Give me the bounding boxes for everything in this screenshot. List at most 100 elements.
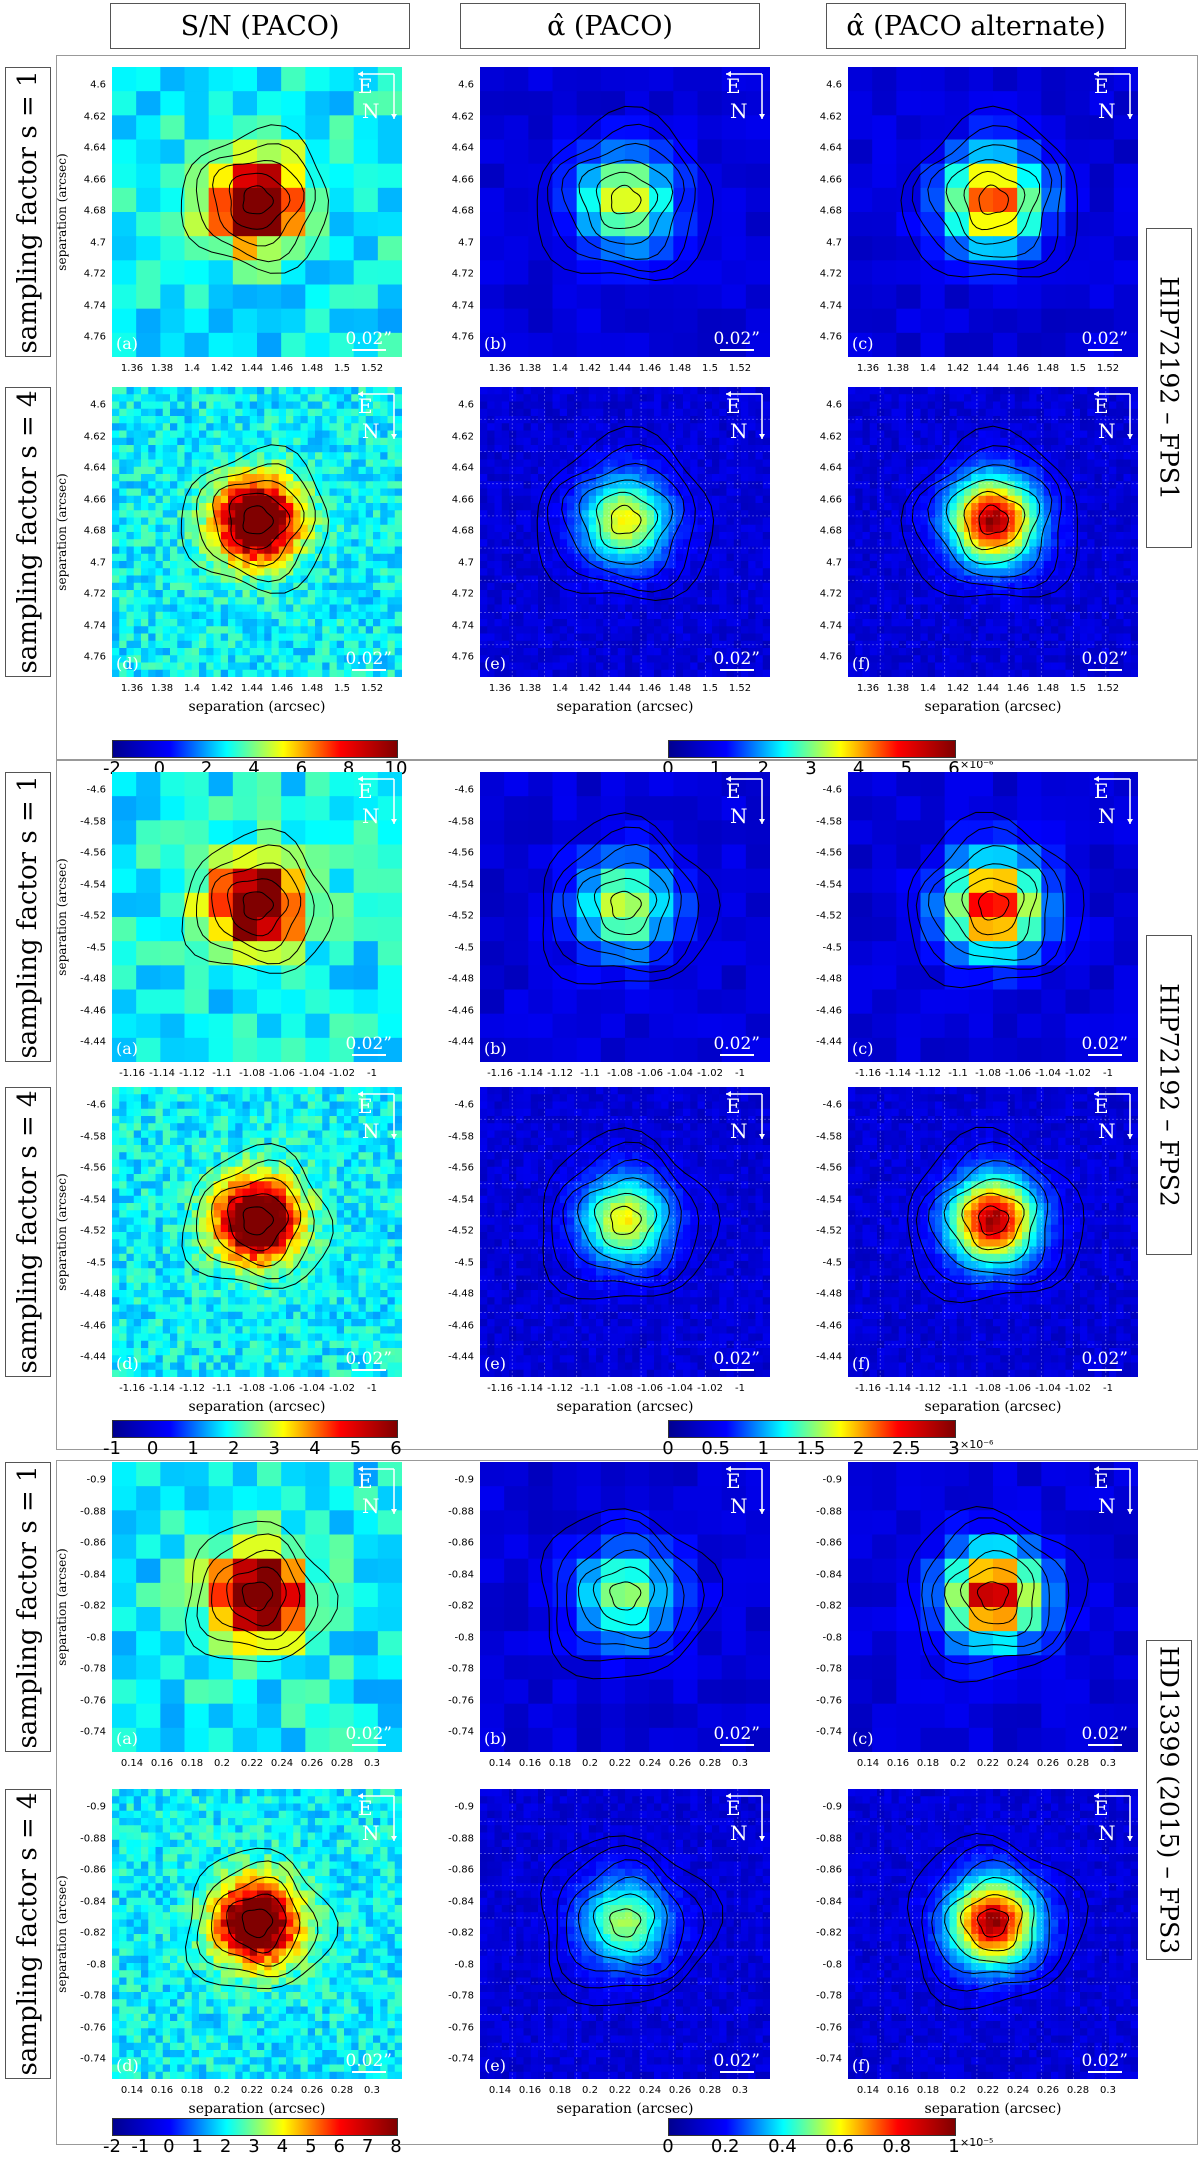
- heatmap-pixel: [654, 481, 662, 489]
- heatmap-pixel: [243, 539, 251, 547]
- heatmap-pixel: [112, 561, 120, 569]
- heatmap-pixel: [206, 583, 214, 591]
- heatmap-pixel: [661, 547, 669, 555]
- heatmap-pixel: [1008, 510, 1016, 518]
- heatmap-pixel: [199, 431, 207, 439]
- heatmap-pixel: [921, 115, 946, 140]
- heatmap-pixel: [524, 431, 532, 439]
- heatmap-pixel: [673, 333, 698, 357]
- heatmap-pixel: [1080, 510, 1088, 518]
- heatmap-pixel: [524, 525, 532, 533]
- heatmap-pixel: [921, 333, 946, 357]
- heatmap-pixel: [308, 547, 316, 555]
- heatmap-pixel: [848, 568, 856, 576]
- heatmap-pixel: [748, 452, 756, 460]
- heatmap-pixel: [596, 597, 604, 605]
- heatmap-pixel: [257, 634, 265, 642]
- heatmap-pixel: [502, 619, 510, 627]
- heatmap-pixel: [504, 140, 529, 165]
- heatmap-pixel: [1095, 518, 1103, 526]
- heatmap-pixel: [141, 663, 149, 671]
- heatmap-pixel: [979, 394, 987, 402]
- panel-letter: (a): [116, 334, 138, 353]
- heatmap-pixel: [199, 423, 207, 431]
- heatmap-pixel: [942, 431, 950, 439]
- heatmap-pixel: [964, 409, 972, 417]
- heatmap-pixel: [388, 518, 396, 526]
- heatmap-pixel: [698, 394, 706, 402]
- heatmap-pixel: [330, 554, 338, 562]
- x-tick-label: 1.5: [702, 363, 718, 374]
- heatmap-pixel: [281, 67, 306, 92]
- heatmap-pixel: [756, 496, 764, 504]
- heatmap-pixel: [1044, 431, 1052, 439]
- heatmap-pixel: [574, 634, 582, 642]
- heatmap-pixel: [872, 260, 897, 285]
- heatmap-pixel: [855, 547, 863, 555]
- heatmap-pixel: [1066, 532, 1074, 540]
- heatmap-pixel: [185, 309, 210, 334]
- heatmap-pixel: [690, 438, 698, 446]
- heatmap-pixel: [112, 67, 137, 92]
- panel-letter: (b): [484, 334, 507, 353]
- heatmap-pixel: [892, 547, 900, 555]
- heatmap-pixel: [741, 554, 749, 562]
- heatmap-pixel: [228, 416, 236, 424]
- heatmap-pixel: [596, 416, 604, 424]
- heatmap-pixel: [1095, 510, 1103, 518]
- heatmap-pixel: [112, 619, 120, 627]
- heatmap-pixel: [560, 387, 568, 395]
- heatmap-pixel: [560, 590, 568, 598]
- heatmap-pixel: [373, 460, 381, 468]
- heatmap-pixel: [1044, 496, 1052, 504]
- heatmap-pixel: [272, 452, 280, 460]
- heatmap-pixel: [134, 431, 142, 439]
- heatmap-pixel: [293, 532, 301, 540]
- heatmap-pixel: [661, 438, 669, 446]
- heatmap-pixel: [574, 532, 582, 540]
- heatmap-pixel: [896, 115, 921, 140]
- heatmap-pixel: [756, 503, 764, 511]
- heatmap-pixel: [156, 583, 164, 591]
- heatmap-pixel: [560, 605, 568, 613]
- heatmap-pixel: [756, 518, 764, 526]
- heatmap-pixel: [647, 416, 655, 424]
- heatmap-pixel: [1058, 467, 1066, 475]
- heatmap-pixel: [301, 423, 309, 431]
- heatmap-pixel: [279, 438, 287, 446]
- heatmap-pixel: [272, 670, 280, 677]
- heatmap-pixel: [380, 612, 388, 620]
- heatmap-pixel: [1037, 503, 1045, 511]
- heatmap-pixel: [1044, 402, 1052, 410]
- heatmap-pixel: [855, 576, 863, 584]
- heatmap-pixel: [380, 460, 388, 468]
- heatmap-pixel: [495, 503, 503, 511]
- heatmap-pixel: [192, 641, 200, 649]
- heatmap-pixel: [719, 539, 727, 547]
- heatmap-pixel: [1087, 561, 1095, 569]
- heatmap-pixel: [395, 655, 402, 663]
- heatmap-pixel: [480, 423, 488, 431]
- heatmap-pixel: [632, 394, 640, 402]
- heatmap-pixel: [136, 260, 161, 285]
- heatmap-pixel: [330, 525, 338, 533]
- heatmap-pixel: [177, 416, 185, 424]
- heatmap-pixel: [504, 115, 529, 140]
- y-tick-label: 4.6: [826, 80, 842, 91]
- heatmap-pixel: [855, 561, 863, 569]
- heatmap-pixel: [330, 474, 338, 482]
- heatmap-pixel: [378, 285, 402, 310]
- heatmap-pixel: [1015, 561, 1023, 569]
- heatmap-pixel: [163, 481, 171, 489]
- heatmap-pixel: [235, 626, 243, 634]
- heatmap-pixel: [611, 597, 619, 605]
- heatmap-pixel: [884, 568, 892, 576]
- heatmap-pixel: [337, 474, 345, 482]
- heatmap-pixel: [979, 416, 987, 424]
- heatmap-pixel: [877, 590, 885, 598]
- heatmap-pixel: [899, 576, 907, 584]
- heatmap-pixel: [596, 619, 604, 627]
- heatmap-pixel: [257, 626, 265, 634]
- heatmap-pixel: [337, 409, 345, 417]
- heatmap-pixel: [567, 554, 575, 562]
